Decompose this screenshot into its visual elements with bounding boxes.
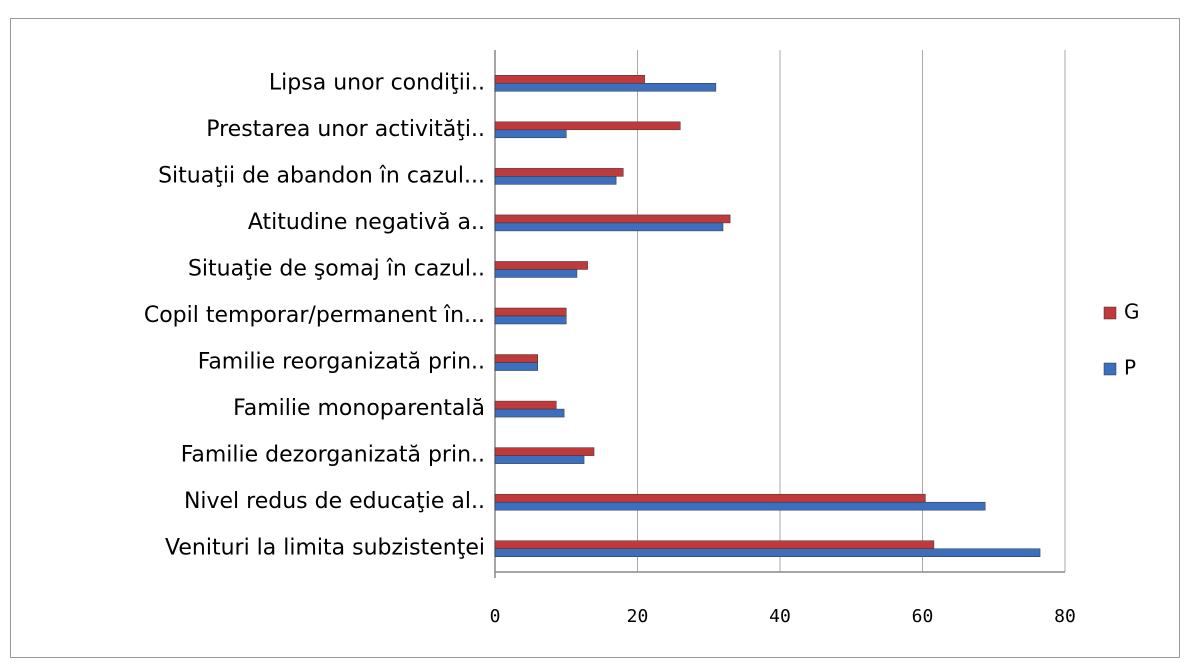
bar xyxy=(494,455,585,464)
bar xyxy=(494,222,724,232)
y-tick-label: Nivel redus de educaţie al.. xyxy=(184,489,485,514)
bar xyxy=(494,83,717,92)
bar xyxy=(494,408,565,418)
y-tick-label: Venituri la limita subzistenţei xyxy=(165,536,485,561)
y-tick-label: Situaţii de abandon în cazul... xyxy=(158,163,485,188)
bar xyxy=(494,400,557,410)
x-tick-label: 20 xyxy=(627,606,649,627)
y-tick-label: Lipsa unor condiţii.. xyxy=(269,70,485,95)
bar xyxy=(494,121,681,131)
y-tick-label: Familie dezorganizată prin.. xyxy=(181,443,485,468)
bar xyxy=(494,501,986,511)
bar xyxy=(494,214,731,224)
y-tick-label: Familie monoparentală xyxy=(233,396,485,421)
x-tick-label: 80 xyxy=(1054,606,1076,627)
bar xyxy=(494,261,588,270)
legend-label: G xyxy=(1124,300,1140,324)
bar xyxy=(494,548,1041,557)
bar xyxy=(494,307,567,317)
y-tick-label: Atitudine negativă a.. xyxy=(248,210,485,235)
y-tick-label: Familie reorganizată prin.. xyxy=(198,350,485,375)
bar xyxy=(494,493,926,503)
x-tick-label: 60 xyxy=(912,606,934,627)
bar xyxy=(494,354,538,363)
bar xyxy=(494,540,935,549)
x-tick-label: 0 xyxy=(490,606,501,627)
bar xyxy=(494,362,538,371)
legend-swatch xyxy=(1103,362,1117,376)
bar xyxy=(494,176,617,185)
y-tick-label: Situaţie de şomaj în cazul.. xyxy=(188,256,485,281)
bar xyxy=(494,168,624,177)
bar xyxy=(494,315,567,325)
chart-frame xyxy=(10,18,1180,658)
legend-label: P xyxy=(1124,356,1136,380)
legend-swatch xyxy=(1103,306,1117,320)
bar xyxy=(494,447,595,456)
bar xyxy=(494,129,567,139)
bar xyxy=(494,75,645,84)
x-tick-label: 40 xyxy=(769,606,791,627)
y-tick-label: Prestarea unor activităţi.. xyxy=(206,117,485,142)
y-tick-label: Copil temporar/permanent în... xyxy=(144,303,485,328)
bar xyxy=(494,269,578,278)
